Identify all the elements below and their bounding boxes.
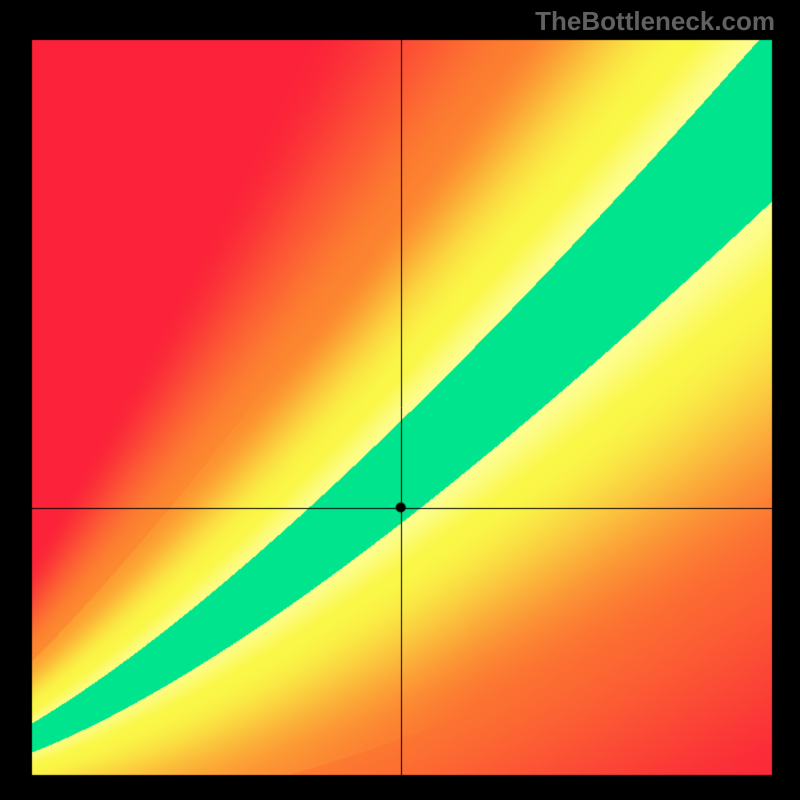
bottleneck-heatmap (0, 0, 800, 800)
watermark-label: TheBottleneck.com (535, 6, 775, 37)
chart-container: TheBottleneck.com (0, 0, 800, 800)
